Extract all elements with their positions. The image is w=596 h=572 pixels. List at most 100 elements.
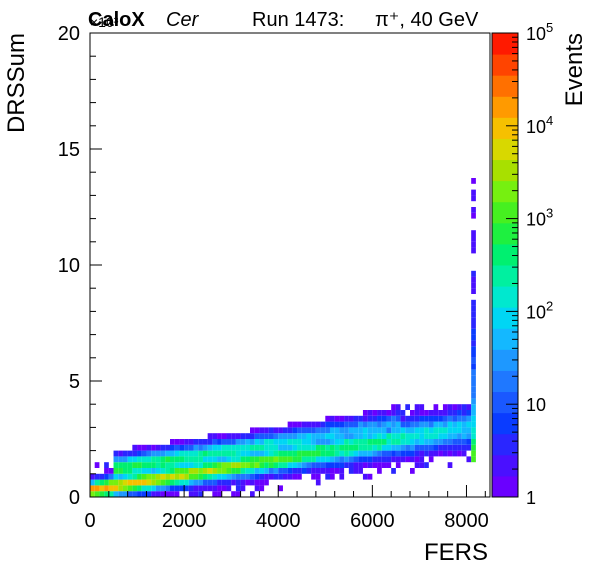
histogram-cell [339,468,345,474]
histogram-cell [466,433,472,439]
histogram-cell [282,468,288,474]
histogram-cell [395,415,401,422]
histogram-cell [170,462,175,468]
histogram-cell [155,462,161,468]
histogram-cell [245,462,250,468]
histogram-cell [268,439,274,445]
histogram-cell [466,456,472,463]
histogram-cell [240,485,246,492]
histogram-cell [250,450,255,457]
palette-swatch [492,328,518,350]
histogram-cell [301,427,307,434]
histogram-cell [151,491,156,497]
run-label: Run 1473: [252,9,344,31]
histogram-cell [471,450,476,457]
histogram-cell [254,427,260,434]
histogram-cell [250,473,255,480]
palette-swatch [492,138,518,161]
histogram-cell [344,415,349,422]
histogram-cell [245,444,250,451]
histogram-cell [466,410,472,416]
histogram-cell [207,450,213,457]
histogram-cell [471,369,476,376]
histogram-cell [358,415,363,422]
histogram-cell [250,433,255,439]
histogram-cell [311,468,316,474]
histogram-cell [282,439,288,445]
histogram-cell [127,479,133,486]
histogram-cell [377,462,382,468]
histogram-cell [315,456,321,463]
histogram-cell [381,433,387,439]
experiment-label: CaloX [88,9,145,31]
histogram-cell [395,456,401,463]
histogram-cell [184,450,189,457]
histogram-cell [414,427,420,434]
histogram-cell [442,444,448,451]
histogram-cell [160,462,166,468]
histogram-cell [212,485,218,492]
histogram-cell [391,421,396,428]
histogram-cell [217,444,222,451]
histogram-cell [461,415,467,422]
histogram-cell [391,439,396,445]
histogram-cell [212,468,218,474]
histogram-cell [311,444,316,451]
histogram-cell [395,450,401,457]
histogram-cell [287,462,293,468]
histogram-cell [377,433,382,439]
histogram-cell [245,439,250,445]
histogram-cell [442,421,448,428]
histogram-cell [471,241,476,248]
histogram-cell [471,404,476,410]
histogram-cell [207,468,213,474]
histogram-cell [113,479,119,486]
histogram-cell [311,456,316,463]
histogram-cell [330,433,335,439]
histogram-cell [377,410,382,416]
histogram-cell [198,444,203,451]
histogram-cell [334,433,340,439]
x-tick-label: 0 [84,510,95,532]
histogram-cell [414,404,420,410]
histogram-cell [471,247,476,254]
histogram-cell [438,439,443,445]
histogram-cell [113,456,119,463]
histogram-cell [330,421,335,428]
histogram-cell [395,433,401,439]
histogram-cell [170,473,175,480]
histogram-cell [141,456,147,463]
histogram-cell [179,456,185,463]
histogram-cell [287,427,293,434]
histogram-cell [301,421,307,428]
histogram-cell [231,491,236,497]
histogram-cell [226,468,232,474]
histogram-cell [231,444,236,451]
histogram-cell [447,462,453,468]
histogram-cell [122,462,128,468]
histogram-cell [217,462,222,468]
histogram-cell [235,468,241,474]
palette-swatch [492,349,518,371]
histogram-cell [362,450,368,457]
histogram-cell [330,462,335,468]
histogram-cell [231,473,236,480]
histogram-cell [377,444,382,451]
histogram-cell [377,450,382,457]
histogram-cell [386,410,392,416]
histogram-cell [419,421,425,428]
histogram-cell [334,427,340,434]
histogram-cell [235,485,241,492]
histogram-cell [141,479,147,486]
channel-label: Cer [166,9,200,31]
histogram-cell [330,444,335,451]
histogram-cell [461,421,467,428]
histogram-cell [362,421,368,428]
histogram-cell [193,439,199,445]
histogram-cell [292,468,298,474]
histogram-cell [198,456,203,463]
histogram-cell [315,462,321,468]
histogram-cell [287,450,293,457]
histogram-cell [278,444,283,451]
histogram-cell [325,427,330,434]
